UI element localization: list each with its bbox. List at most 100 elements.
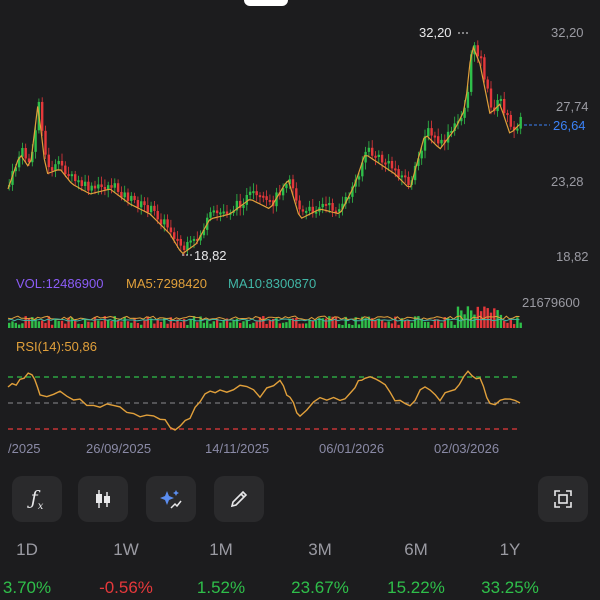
volume-bars (8, 306, 522, 328)
volume-bar (215, 318, 219, 328)
candle (110, 185, 113, 188)
stock-chart[interactable]: 32,20 27,74 26,64 23,28 18,82 32,20 18,8… (0, 0, 600, 470)
volume-bar (199, 316, 202, 328)
candle (44, 130, 47, 155)
volume-bar (450, 321, 453, 328)
volume-bar (219, 322, 222, 328)
volume-ma10-line (7, 318, 520, 322)
candle (41, 101, 44, 131)
candle (93, 185, 97, 189)
period-1y[interactable]: 1Y 33.25% (475, 540, 545, 598)
price-axis-level-3: 23,28 (551, 174, 584, 189)
chart-toolbar: ƒx (0, 476, 600, 524)
period-change: 3.70% (2, 578, 52, 597)
candle (291, 179, 295, 189)
candle (351, 186, 354, 197)
candle (268, 199, 272, 202)
volume-bar (196, 322, 199, 328)
candle (31, 151, 34, 163)
volume-bar (179, 322, 182, 328)
candle (295, 188, 298, 201)
candle (433, 135, 437, 138)
candle (314, 211, 318, 214)
volume-bar (268, 319, 272, 328)
candle (159, 219, 163, 225)
volume-bar (245, 319, 248, 328)
candle (262, 195, 265, 198)
candle (225, 211, 229, 214)
candle (215, 210, 219, 214)
candle (113, 183, 116, 188)
volume-bar (338, 324, 341, 328)
volume-bar (318, 317, 321, 328)
period-label: 3M (308, 540, 332, 559)
period-1w[interactable]: 1W -0.56% (91, 540, 161, 598)
candle (427, 128, 430, 137)
volume-bar (173, 322, 176, 328)
volume-bar (347, 323, 351, 328)
candle (380, 154, 384, 163)
candle (64, 165, 67, 175)
candle (338, 209, 341, 212)
candle (90, 185, 93, 191)
chart-type-button[interactable] (78, 476, 128, 522)
candle (179, 238, 182, 246)
date-label-4: 06/01/2026 (319, 441, 384, 456)
volume-bar (189, 318, 192, 328)
volume-bar (209, 323, 212, 328)
period-3m[interactable]: 3M 23.67% (285, 540, 355, 598)
candle (133, 195, 136, 201)
volume-bar (443, 317, 446, 328)
volume-bar (473, 314, 476, 328)
fullscreen-button[interactable] (538, 476, 588, 522)
candle (390, 160, 394, 169)
candle (446, 131, 450, 143)
candle (509, 114, 512, 127)
volume-bar (420, 318, 423, 328)
volume-bar (176, 319, 179, 328)
volume-bar (390, 323, 394, 328)
candle (209, 212, 212, 218)
volume-bar (397, 324, 400, 328)
ai-analysis-button[interactable] (146, 476, 196, 522)
indicator-formula-button[interactable]: ƒx (12, 476, 62, 522)
volume-bar (516, 317, 519, 328)
period-label: 1Y (499, 540, 521, 559)
volume-bar (100, 321, 103, 328)
period-6m[interactable]: 6M 15.22% (381, 540, 451, 598)
moving-average-line (7, 45, 520, 255)
volume-bar (182, 319, 186, 328)
volume-bar (407, 320, 410, 328)
volume-bar (107, 320, 110, 328)
volume-bar (361, 316, 364, 328)
period-1d[interactable]: 1D 3.70% (0, 540, 62, 598)
period-label: 1D (16, 540, 38, 559)
candle (83, 181, 87, 187)
candle (519, 116, 522, 129)
volume-bar (344, 316, 347, 328)
volume-bar (255, 321, 258, 328)
volume-bar (252, 322, 255, 328)
volume-bar (149, 318, 153, 328)
volume-bar (206, 320, 209, 328)
volume-bar (374, 319, 377, 328)
volume-bar (146, 316, 149, 328)
volume-bar (285, 322, 288, 328)
candle (176, 238, 179, 241)
date-label-5: 02/03/2026 (434, 441, 499, 456)
volume-bar (37, 321, 41, 328)
candle (377, 154, 380, 157)
volume-bar (351, 324, 354, 328)
volume-bar (483, 306, 486, 328)
candle (239, 200, 242, 208)
drawing-tool-button[interactable] (214, 476, 264, 522)
volume-bar (258, 317, 262, 328)
volume-bar (110, 321, 113, 328)
candle (489, 88, 493, 108)
candle (252, 191, 255, 194)
candle (298, 200, 301, 210)
formula-icon: ƒx (30, 486, 44, 512)
volume-bar (50, 324, 54, 328)
candle (305, 210, 308, 213)
period-1m[interactable]: 1M 1.52% (186, 540, 256, 598)
